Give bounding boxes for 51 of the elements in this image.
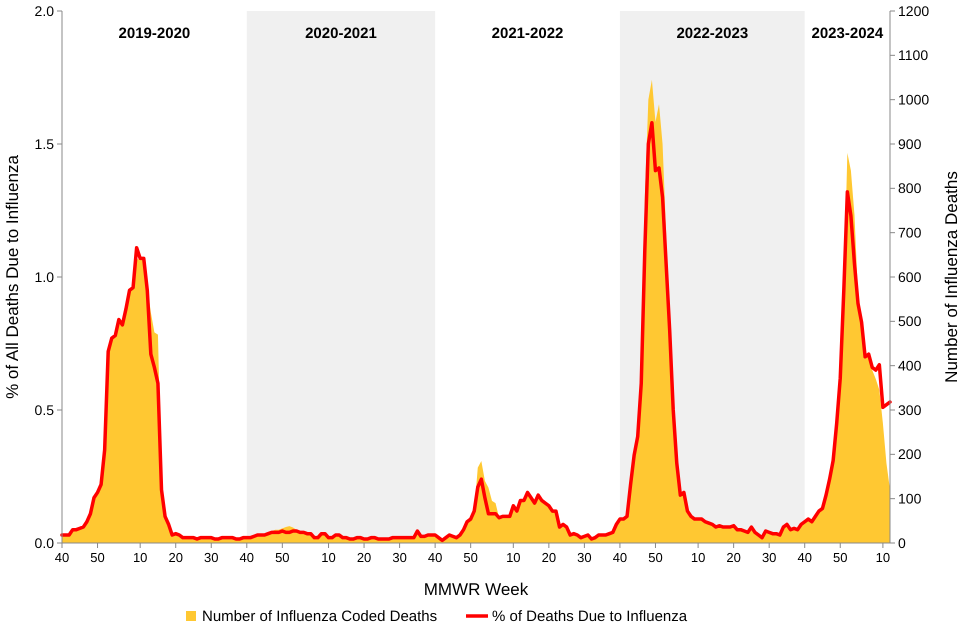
- x-tick-label: 50: [90, 550, 105, 565]
- y2-tick-label: 200: [898, 446, 922, 462]
- y-tick-label: 0.5: [34, 402, 54, 418]
- x-tick-label: 30: [577, 550, 592, 565]
- x-tick-label: 20: [542, 550, 556, 565]
- x-tick-label: 30: [392, 550, 407, 565]
- x-tick-label: 10: [690, 550, 706, 565]
- x-tick-label: 30: [204, 550, 218, 565]
- x-tick-label: 10: [321, 550, 336, 565]
- y-axis-title: % of All Deaths Due to Influenza: [3, 154, 22, 399]
- x-axis-title: MMWR Week: [424, 580, 529, 599]
- y2-tick-label: 1200: [898, 2, 930, 19]
- y2-axis-title: Number of Influenza Deaths: [942, 171, 961, 383]
- y-tick-label: 1.5: [34, 136, 54, 152]
- x-tick-label: 50: [648, 550, 663, 565]
- y2-tick-label: 1100: [898, 47, 928, 64]
- y2-tick-label: 1000: [898, 92, 930, 108]
- x-tick-label: 40: [240, 550, 254, 565]
- annotation: 2019-2020: [118, 25, 190, 42]
- y-tick-label: 1.0: [34, 268, 54, 285]
- y2-tick-label: 900: [898, 136, 922, 152]
- annotation: 2021-2022: [492, 25, 564, 42]
- legend-label: Number of Influenza Coded Deaths: [202, 608, 438, 625]
- x-tick-label: 20: [356, 550, 372, 565]
- x-tick-label: 40: [54, 550, 70, 565]
- annotation: 2020-2021: [305, 25, 377, 42]
- x-tick-label: 30: [762, 550, 776, 565]
- legend-label: % of Deaths Due to Influenza: [492, 608, 688, 625]
- x-tick-label: 10: [506, 550, 521, 565]
- y2-tick-label: 0: [898, 534, 906, 551]
- x-tick-label: 10: [132, 550, 148, 565]
- x-tick-label: 20: [168, 550, 183, 565]
- x-tick-label: 50: [275, 550, 290, 565]
- y2-tick-label: 100: [898, 490, 922, 507]
- y2-tick-label: 400: [898, 358, 922, 374]
- x-tick-label: 10: [876, 550, 890, 565]
- y2-tick-label: 800: [898, 180, 922, 196]
- x-tick-label: 20: [726, 550, 741, 565]
- x-tick-label: 50: [463, 550, 478, 565]
- x-tick-label: 40: [612, 550, 628, 565]
- y2-tick-label: 700: [898, 224, 922, 241]
- y2-tick-label: 500: [898, 313, 922, 330]
- x-tick-label: 50: [833, 550, 848, 565]
- y2-tick-label: 300: [898, 402, 922, 418]
- x-tick-label: 40: [797, 550, 812, 565]
- x-tick-label: 40: [428, 550, 442, 565]
- y-tick-label: 2.0: [34, 2, 54, 19]
- annotation: 2022-2023: [676, 25, 748, 42]
- annotation: 2023-2024: [811, 25, 884, 42]
- y-tick-label: 0.0: [34, 534, 54, 551]
- y2-tick-label: 600: [898, 268, 922, 285]
